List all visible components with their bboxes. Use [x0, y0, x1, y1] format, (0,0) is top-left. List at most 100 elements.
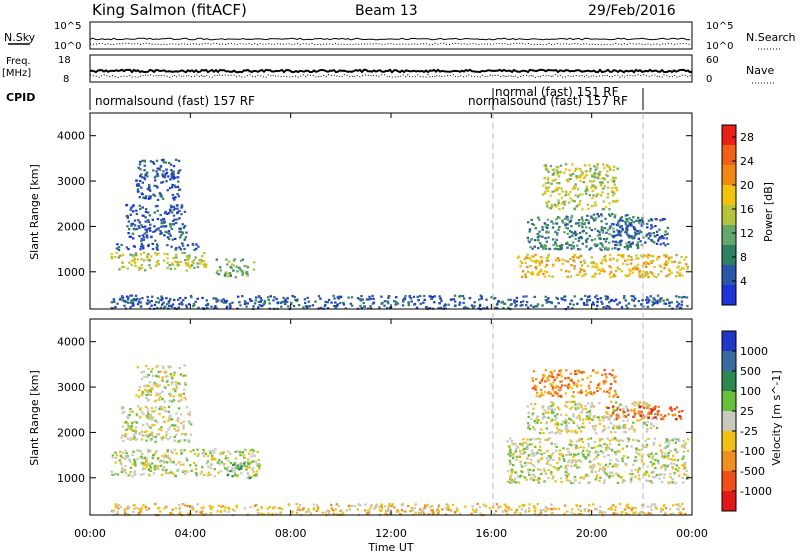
data-cell	[538, 441, 541, 444]
data-cell	[154, 435, 157, 439]
colorbar-tick-label: 20	[740, 179, 754, 192]
data-cell	[148, 464, 151, 467]
data-cell	[635, 459, 639, 462]
data-cell	[556, 171, 560, 174]
data-cell	[599, 261, 603, 264]
data-cell	[585, 473, 588, 476]
data-cell	[586, 214, 589, 217]
data-cell	[388, 502, 391, 506]
data-cell	[121, 266, 124, 269]
data-cell	[251, 448, 254, 451]
data-cell	[161, 390, 164, 393]
data-cell	[617, 219, 620, 222]
data-cell	[116, 513, 119, 516]
data-cell	[649, 505, 653, 508]
data-cell	[572, 255, 576, 258]
data-cell	[521, 503, 524, 506]
data-cell	[649, 460, 653, 464]
data-cell	[578, 202, 581, 206]
data-cell	[649, 232, 652, 235]
data-cell	[154, 465, 157, 468]
data-cell	[551, 401, 555, 405]
data-cell	[253, 454, 256, 457]
data-cell	[614, 465, 618, 468]
data-cell	[588, 295, 591, 298]
data-cell	[170, 245, 173, 248]
data-cell	[574, 461, 577, 464]
data-cell	[160, 296, 163, 299]
data-cell	[569, 439, 572, 442]
data-cell	[544, 245, 547, 248]
data-cell	[670, 301, 674, 304]
data-cell	[551, 512, 554, 515]
data-cell	[127, 416, 130, 420]
data-cell	[630, 224, 633, 227]
data-cell	[307, 300, 311, 303]
data-cell	[524, 464, 527, 467]
data-cell	[140, 186, 143, 189]
data-cell	[159, 230, 162, 233]
data-cell	[474, 509, 478, 512]
data-cell	[623, 295, 626, 298]
data-cell	[573, 254, 576, 257]
data-cell	[572, 400, 575, 403]
data-cell	[359, 504, 362, 507]
data-cell	[557, 389, 560, 392]
data-cell	[158, 460, 162, 463]
data-cell	[163, 212, 167, 215]
data-cell	[538, 230, 541, 233]
data-cell	[635, 257, 638, 260]
data-cell	[312, 503, 316, 506]
data-cell	[526, 457, 529, 460]
data-cell	[545, 240, 549, 243]
data-cell	[155, 301, 158, 304]
data-cell	[143, 236, 146, 239]
data-cell	[600, 183, 603, 186]
data-cell	[267, 512, 270, 515]
data-cell	[428, 513, 431, 516]
data-cell	[175, 429, 178, 433]
data-cell	[154, 252, 157, 255]
data-cell	[532, 305, 535, 309]
data-cell	[535, 259, 539, 262]
data-cell	[660, 270, 663, 273]
data-cell	[544, 510, 548, 513]
data-cell	[593, 440, 596, 443]
data-cell	[534, 261, 538, 264]
data-cell	[561, 221, 565, 224]
data-cell	[422, 510, 425, 513]
data-cell	[156, 392, 159, 395]
data-cell	[565, 401, 568, 404]
freq-trace	[89, 68, 693, 74]
data-cell	[175, 221, 178, 225]
data-cell	[599, 467, 602, 470]
data-cell	[168, 208, 172, 211]
data-cell	[227, 470, 230, 473]
data-cell	[161, 378, 164, 381]
data-cell	[126, 216, 130, 219]
data-cell	[572, 395, 576, 398]
data-cell	[137, 266, 140, 269]
data-cell	[650, 261, 653, 264]
data-cell	[614, 375, 617, 378]
data-cell	[590, 469, 593, 472]
data-cell	[147, 462, 150, 465]
data-cell	[612, 411, 615, 414]
data-cell	[146, 255, 149, 258]
data-cell	[133, 461, 136, 464]
data-cell	[597, 462, 600, 465]
data-cell	[257, 459, 260, 462]
data-cell	[541, 304, 544, 307]
data-cell	[177, 503, 181, 506]
data-cell	[178, 400, 181, 403]
data-cell	[159, 395, 162, 399]
data-cell	[651, 408, 654, 412]
data-cell	[552, 458, 555, 461]
data-cell	[141, 430, 144, 433]
data-cell	[588, 504, 591, 507]
data-cell	[142, 472, 145, 476]
data-cell	[642, 406, 645, 409]
data-cell	[159, 213, 162, 217]
data-cell	[169, 414, 172, 417]
data-cell	[232, 463, 235, 467]
